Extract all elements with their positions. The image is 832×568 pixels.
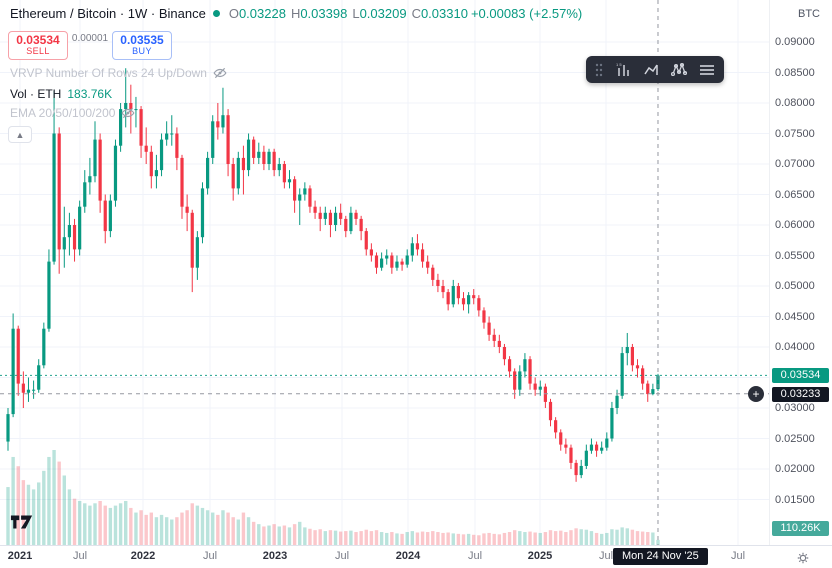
low-label: L — [352, 6, 360, 21]
spread-value: 0.00001 — [71, 33, 109, 44]
buy-price: 0.03535 — [120, 33, 164, 48]
price-scale-label: 0.05000 — [775, 280, 815, 292]
xabcd-pattern-tool-icon[interactable] — [671, 62, 687, 78]
price-scale-label: 0.08500 — [775, 66, 815, 79]
trade-panel: 0.03534 SELL 0.00001 0.03535 BUY — [8, 31, 172, 60]
price-scale-label: 0.07000 — [775, 158, 815, 170]
price-scale-label: 0.06000 — [775, 219, 815, 231]
open-value: 0.03228 — [238, 6, 286, 21]
bars-pattern-tool-icon[interactable]: 1 5 — [615, 62, 631, 78]
quote-unit-toggle[interactable]: BTC — [798, 8, 820, 20]
time-scale-label: 2022 — [130, 550, 156, 562]
symbol-title[interactable]: Ethereum / Bitcoin · 1W · Binance — [10, 6, 206, 21]
time-scale-label: Jul — [72, 550, 88, 562]
collapse-legend-button[interactable]: ▲ — [8, 126, 32, 143]
time-scale[interactable]: Jul Jul 2025 Jul 2024 Jul 2023 Jul 2022 Jul 2021 M… — [0, 545, 832, 568]
open-label: O — [228, 6, 239, 21]
indicator-row-volume[interactable]: Vol · ETH 183.76K — [10, 87, 112, 101]
close-label: C — [411, 6, 421, 21]
time-scale-label: 2024 — [395, 550, 421, 562]
buy-button[interactable]: 0.03535 BUY — [112, 31, 172, 60]
time-scale-label: Jul — [334, 550, 350, 562]
eye-hidden-icon[interactable] — [121, 106, 135, 120]
volume-value-badge: 110.26K — [772, 521, 829, 536]
change-value: +0.00083 (+2.57%) — [470, 6, 583, 21]
high-label: H — [290, 6, 301, 21]
time-scale-label: 2021 — [7, 550, 33, 562]
indicator-row-vrvp[interactable]: VRVP Number Of Rows 24 Up/Down — [10, 66, 227, 80]
price-scale-label: 0.04000 — [775, 341, 815, 353]
vrvp-label: VRVP Number Of Rows 24 Up/Down — [10, 66, 207, 80]
ohlc-values: O0.03228 H0.03398 L0.03209 C0.03310 +0.00083… — [227, 6, 582, 21]
crosshair-price-badge: 0.03233 — [772, 386, 829, 402]
sell-price: 0.03534 — [16, 33, 60, 48]
price-scale-label: 0.07500 — [775, 127, 815, 140]
add-order-plus-button[interactable]: + — [748, 385, 764, 402]
volume-indicator-label: Vol · ETH — [10, 87, 62, 101]
ema-label: EMA 20/50/100/200 — [10, 106, 116, 120]
sell-label: SELL — [26, 46, 50, 57]
volume-indicator-value: 183.76K — [67, 87, 113, 101]
eye-hidden-icon[interactable] — [213, 66, 227, 80]
buy-label: BUY — [132, 46, 152, 57]
timezone-settings-gear-icon[interactable] — [796, 551, 810, 565]
market-status-dot — [212, 10, 220, 17]
toolbar-drag-handle[interactable] — [595, 63, 603, 77]
svg-text:1 5: 1 5 — [616, 62, 622, 67]
time-scale-label: 2025 — [527, 550, 553, 562]
price-scale-label: 0.05500 — [775, 249, 815, 262]
floating-toolbar: 1 5 — [586, 56, 724, 83]
crosshair-date-badge: Mon 24 Nov '25 — [612, 548, 708, 565]
price-scale-label: 0.02000 — [775, 463, 815, 475]
price-scale[interactable]: 0.015000.020000.025000.030000.035000.040… — [769, 0, 832, 546]
price-scale-label: 0.09000 — [775, 36, 815, 48]
price-scale-label: 0.02500 — [775, 432, 815, 445]
time-scale-label: 2023 — [262, 550, 288, 562]
indicator-row-ema[interactable]: EMA 20/50/100/200 — [10, 106, 135, 120]
chevron-up-icon: ▲ — [15, 129, 25, 140]
time-scale-label: Jul — [467, 550, 483, 562]
tradingview-logo[interactable] — [10, 512, 34, 537]
forecast-tool-icon[interactable] — [643, 62, 659, 78]
time-scale-label: Jul — [730, 550, 746, 562]
price-scale-label: 0.03000 — [775, 402, 815, 414]
last-price-badge: 0.03534 — [772, 368, 829, 384]
price-scale-label: 0.04500 — [775, 310, 815, 323]
price-scale-label: 0.01500 — [775, 493, 815, 506]
toolbar-menu-icon[interactable] — [699, 63, 715, 77]
time-scale-label: Jul — [598, 550, 614, 562]
price-scale-label: 0.08000 — [775, 97, 815, 109]
time-scale-label: Jul — [202, 550, 218, 562]
close-value: 0.03310 — [420, 6, 468, 21]
low-value: 0.03209 — [359, 6, 407, 21]
high-value: 0.03398 — [300, 6, 348, 21]
sell-button[interactable]: 0.03534 SELL — [8, 31, 68, 60]
price-scale-label: 0.06500 — [775, 188, 815, 201]
